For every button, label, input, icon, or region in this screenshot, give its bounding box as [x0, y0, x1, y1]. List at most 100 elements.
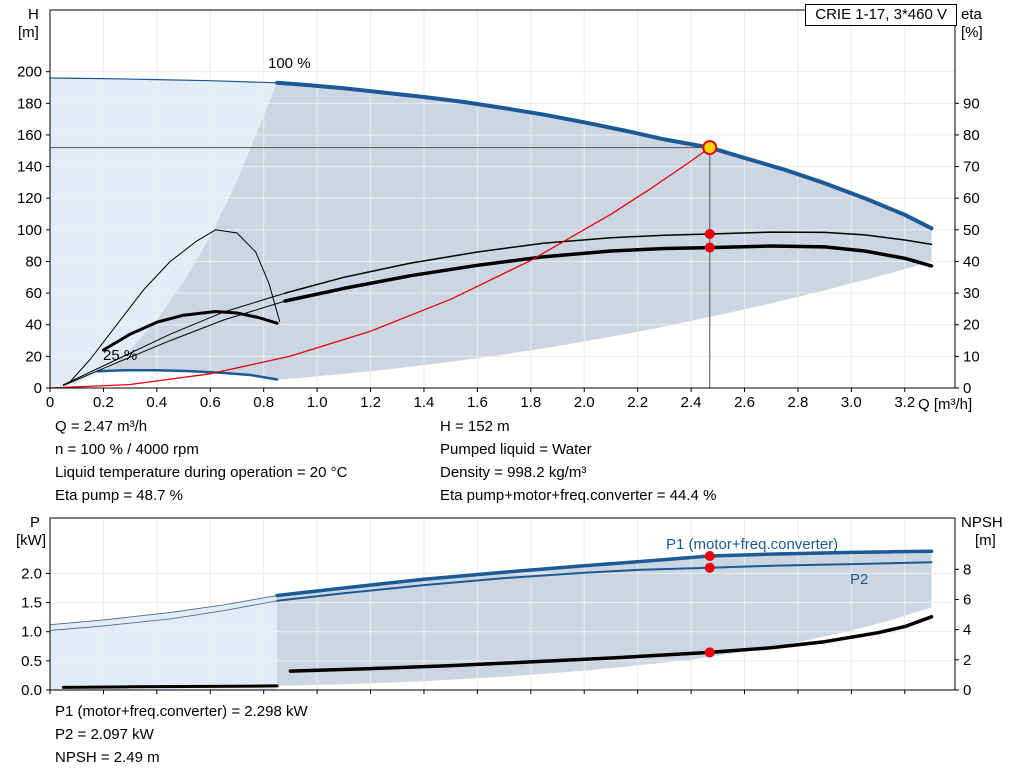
p1-curve — [275, 549, 934, 598]
svg-text:1.0: 1.0 — [21, 624, 42, 641]
svg-text:40: 40 — [963, 253, 980, 270]
plot-frame — [49, 517, 956, 691]
svg-text:2: 2 — [963, 652, 971, 669]
speed-envelope-light — [50, 78, 278, 388]
svg-text:0: 0 — [34, 380, 42, 397]
p-axis-unit: [kW] — [16, 532, 46, 549]
svg-text:100: 100 — [17, 222, 42, 239]
result-p1: P1 (motor+freq.converter) = 2.298 kW — [55, 703, 308, 720]
info-density: Density = 998.2 kg/m³ — [440, 464, 587, 481]
qh-curve-25pct — [96, 369, 279, 381]
svg-text:2.4: 2.4 — [681, 394, 702, 411]
svg-text:20: 20 — [25, 348, 42, 365]
h-axis-unit: [m] — [18, 24, 39, 41]
result-p2: P2 = 2.097 kW — [55, 726, 154, 743]
svg-text:8: 8 — [963, 561, 971, 578]
plot-frame — [49, 9, 956, 389]
svg-text:120: 120 — [17, 190, 42, 207]
axis-ticks — [46, 71, 959, 392]
svg-text:1.5: 1.5 — [21, 595, 42, 612]
svg-text:70: 70 — [963, 159, 980, 176]
svg-text:1.2: 1.2 — [360, 394, 381, 411]
svg-text:6: 6 — [963, 591, 971, 608]
svg-text:0.5: 0.5 — [21, 653, 42, 670]
eta-total-curve — [283, 244, 934, 303]
eta-arc-reduced-speed-thin — [68, 229, 281, 384]
svg-text:10: 10 — [963, 348, 980, 365]
svg-text:90: 90 — [963, 95, 980, 112]
info-flow: Q = 2.47 m³/h — [55, 418, 148, 435]
svg-text:2.0: 2.0 — [574, 394, 595, 411]
svg-text:0: 0 — [46, 394, 54, 411]
info-head: H = 152 m — [440, 418, 510, 435]
svg-text:60: 60 — [25, 285, 42, 302]
power-envelope-light — [50, 595, 278, 690]
svg-text:160: 160 — [17, 127, 42, 144]
p2-curve-label: P2 — [850, 571, 869, 588]
npsh-axis-unit: [m] — [975, 532, 996, 549]
svg-text:4: 4 — [963, 622, 971, 639]
speed-25-label: 25 % — [103, 347, 138, 364]
p1-point — [704, 551, 715, 562]
svg-text:0.8: 0.8 — [253, 394, 274, 411]
svg-text:80: 80 — [963, 127, 980, 144]
svg-text:3.0: 3.0 — [841, 394, 862, 411]
svg-text:80: 80 — [25, 253, 42, 270]
tick-labels: 0.0 0.5 1.0 1.5 2.0 0 2 4 6 8 — [21, 561, 971, 699]
svg-text:2.0: 2.0 — [21, 565, 42, 582]
qh-curve-top-thin — [49, 77, 278, 84]
svg-text:2.8: 2.8 — [788, 394, 809, 411]
qh-curve-100pct — [275, 80, 934, 231]
tick-labels: 0 0.2 0.4 0.6 0.8 1.0 1.2 1.4 1.6 1.8 2.0 2.2 2.4 2.6… — [17, 64, 980, 411]
info-speed: n = 100 % / 4000 rpm — [55, 441, 199, 458]
svg-text:0: 0 — [963, 380, 971, 397]
p-25pct-curve — [61, 684, 279, 689]
svg-text:1.8: 1.8 — [520, 394, 541, 411]
p2-point — [704, 562, 715, 573]
result-npsh: NPSH = 2.49 m — [55, 749, 160, 766]
eta-lead-thin — [62, 292, 286, 386]
p-lead-upper — [49, 595, 278, 626]
operating-envelope-gray — [103, 82, 932, 380]
speed-100-label: 100 % — [268, 55, 311, 72]
svg-text:40: 40 — [25, 317, 42, 334]
svg-text:2.2: 2.2 — [627, 394, 648, 411]
svg-text:50: 50 — [963, 222, 980, 239]
svg-text:2.6: 2.6 — [734, 394, 755, 411]
p1-curve-label: P1 (motor+freq.converter) — [666, 536, 839, 553]
power-envelope-gray — [277, 551, 932, 686]
power-npsh-chart: 0.0 0.5 1.0 1.5 2.0 0 2 4 6 8 — [21, 517, 971, 699]
eta-pump-point — [704, 228, 715, 239]
eta-total-point — [704, 242, 715, 253]
pump-title-box: CRIE 1-17, 3*460 V — [805, 4, 957, 26]
svg-text:1.0: 1.0 — [307, 394, 328, 411]
svg-text:20: 20 — [963, 317, 980, 334]
axis-ticks — [46, 568, 959, 694]
p-lead-lower — [49, 600, 278, 631]
info-liquid: Pumped liquid = Water — [440, 441, 592, 458]
npsh-axis-label: NPSH — [961, 514, 1003, 531]
svg-text:0.6: 0.6 — [200, 394, 221, 411]
eta-axis-label: eta — [961, 6, 982, 23]
svg-text:0: 0 — [963, 682, 971, 699]
svg-text:0.4: 0.4 — [146, 394, 167, 411]
npsh-point — [704, 647, 715, 658]
svg-text:0.2: 0.2 — [93, 394, 114, 411]
info-eta-total: Eta pump+motor+freq.converter = 44.4 % — [440, 487, 717, 504]
svg-text:200: 200 — [17, 64, 42, 81]
svg-text:1.4: 1.4 — [414, 394, 435, 411]
svg-text:0.0: 0.0 — [21, 682, 42, 699]
p2-curve — [276, 561, 933, 602]
q-axis-label: Q [m³/h] — [918, 396, 973, 413]
svg-text:60: 60 — [963, 190, 980, 207]
svg-text:180: 180 — [17, 95, 42, 112]
svg-text:3.2: 3.2 — [894, 394, 915, 411]
duty-point[interactable] — [702, 140, 718, 156]
eta-arc-reduced-speed-thick — [101, 310, 279, 352]
affinity-curve-red — [49, 146, 711, 389]
hq-performance-chart: 0 0.2 0.4 0.6 0.8 1.0 1.2 1.4 1.6 1.8 2.0 2.2 2.4 2.6… — [17, 9, 980, 411]
svg-text:1.6: 1.6 — [467, 394, 488, 411]
svg-text:30: 30 — [963, 285, 980, 302]
eta-pump-curve — [284, 231, 933, 294]
